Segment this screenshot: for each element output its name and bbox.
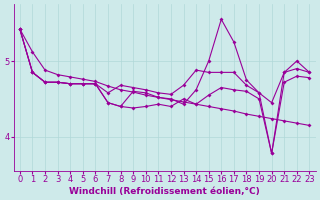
X-axis label: Windchill (Refroidissement éolien,°C): Windchill (Refroidissement éolien,°C) xyxy=(69,187,260,196)
